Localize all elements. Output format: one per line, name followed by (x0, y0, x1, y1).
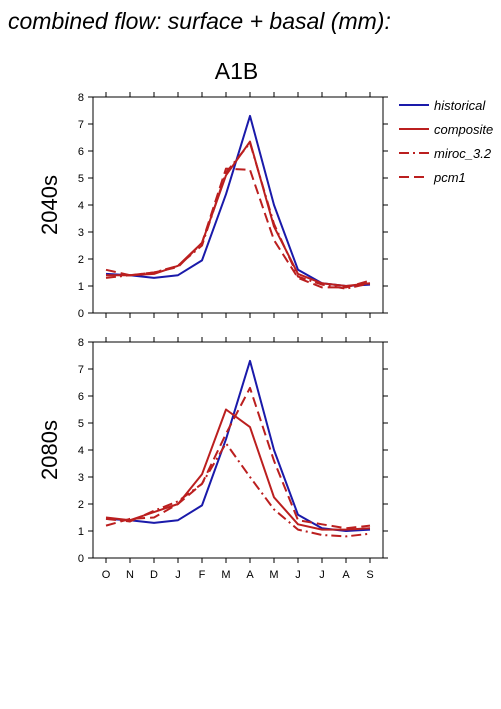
chart-panel-2080s: 0 1 2 3 4 5 6 7 8 O N D J F M A M J J A S 2080s (37, 337, 388, 581)
y-tick-label: 3 (78, 472, 84, 484)
x-tick-label: S (366, 569, 373, 581)
y-tick-label: 7 (78, 364, 84, 376)
y-tick-label: 0 (78, 308, 84, 320)
panel-label: 2080s (37, 420, 62, 480)
chart-panel-2040s: 0 1 2 3 4 5 6 7 8 2040s (37, 92, 388, 320)
x-tick-label: F (199, 569, 206, 581)
y-tick-label: 8 (78, 337, 84, 349)
series-line-historical (105, 359, 371, 532)
x-tick-label: A (342, 569, 350, 581)
y-tick-label: 4 (78, 445, 84, 457)
x-tick-label: N (126, 569, 134, 581)
x-tick-label: J (295, 569, 301, 581)
legend-label: composite (434, 122, 493, 137)
y-tick-label: 0 (78, 553, 84, 565)
legend-label: pcm1 (433, 170, 466, 185)
page-title: combined flow: surface + basal (mm): (8, 8, 391, 34)
y-tick-label: 4 (78, 200, 84, 212)
x-tick-label: M (221, 569, 230, 581)
series-line-composite (106, 140, 371, 287)
y-tick-label: 2 (78, 254, 84, 266)
plot-frame (92, 341, 384, 559)
y-tick-label: 1 (78, 526, 84, 538)
y-tick-label: 6 (78, 391, 84, 403)
legend-label: miroc_3.2 (434, 146, 492, 161)
chart-panels: 0 1 2 3 4 5 6 7 8 2040s 0 1 2 3 4 5 6 7 8 O N D J F M A M J J A S 2080s (37, 92, 388, 581)
series-line-composite (105, 408, 371, 531)
x-tick-label: A (246, 569, 254, 581)
series-line-historical (105, 114, 371, 287)
y-tick-label: 7 (78, 119, 84, 131)
x-tick-label: J (175, 569, 181, 581)
series-line-pcm1 (105, 167, 371, 289)
x-tick-label: M (269, 569, 278, 581)
y-tick-label: 5 (78, 418, 84, 430)
plot-frame (92, 96, 384, 314)
panel-label: 2040s (37, 175, 62, 235)
y-tick-label: 1 (78, 281, 84, 293)
y-tick-label: 6 (78, 146, 84, 158)
series-line-miroc-3-2 (105, 442, 371, 538)
chart-legend: historical composite miroc_3.2 pcm1 (399, 98, 493, 185)
series-line-miroc-3-2 (105, 141, 371, 290)
y-tick-label: 8 (78, 92, 84, 104)
x-tick-label: J (319, 569, 325, 581)
scenario-label: A1B (214, 58, 259, 84)
y-tick-label: 2 (78, 499, 84, 511)
legend-label: historical (434, 98, 486, 113)
x-tick-label: D (150, 569, 158, 581)
x-tick-label: O (102, 569, 111, 581)
y-tick-label: 3 (78, 227, 84, 239)
y-tick-label: 5 (78, 173, 84, 185)
series-line-pcm1 (105, 386, 371, 530)
